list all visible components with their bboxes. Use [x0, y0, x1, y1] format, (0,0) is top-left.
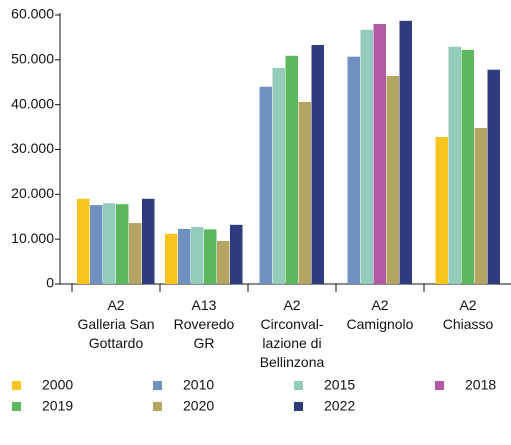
x-tick-label: A2 Chiasso [442, 297, 494, 332]
bar [311, 45, 324, 285]
y-tick-label: 20.000 [11, 185, 54, 201]
x-tick-label: A13 Roveredo GR [173, 297, 235, 351]
bar [259, 86, 272, 284]
bar [448, 46, 461, 284]
bar [487, 69, 500, 285]
bar [298, 101, 311, 284]
bar [204, 229, 217, 284]
bar [360, 29, 373, 285]
legend-label: 2015 [324, 377, 355, 393]
bar [178, 228, 191, 284]
y-tick-label: 60.000 [11, 6, 54, 22]
bar [461, 49, 474, 284]
bar [142, 198, 155, 284]
bar [399, 20, 412, 284]
legend-label: 2020 [183, 398, 214, 414]
legend-swatch [12, 402, 21, 411]
bar [77, 198, 90, 284]
bar [129, 223, 142, 284]
x-tick-label: A2 Camignolo [346, 297, 414, 332]
x-tick-label: A2 Galleria San Gottardo [77, 297, 155, 351]
y-tick-label: 50.000 [11, 51, 54, 67]
bar [103, 203, 116, 284]
y-tick-label: 30.000 [11, 140, 54, 156]
legend-swatch [12, 381, 21, 390]
bar [435, 136, 448, 284]
legend-label: 2019 [42, 398, 73, 414]
bar [217, 240, 230, 284]
bar [285, 55, 298, 284]
legend-swatch [435, 381, 444, 390]
legend-label: 2010 [183, 377, 214, 393]
legend-swatch [153, 381, 162, 390]
bar [373, 23, 386, 284]
x-tick-label: A2 Circonval- lazione di Bellinzona [259, 297, 325, 370]
bar [474, 127, 487, 284]
bar [347, 56, 360, 284]
bar [191, 227, 204, 284]
y-tick-label: 0 [46, 275, 54, 291]
bar [165, 233, 178, 284]
legend-label: 2000 [42, 377, 73, 393]
y-tick-label: 40.000 [11, 95, 54, 111]
y-tick-label: 10.000 [11, 230, 54, 246]
bar [386, 75, 399, 285]
legend-swatch [294, 381, 303, 390]
legend-swatch [153, 402, 162, 411]
bar [90, 205, 103, 284]
bar [272, 67, 285, 284]
bar [230, 224, 243, 284]
legend-label: 2018 [465, 377, 496, 393]
legend-label: 2022 [324, 398, 355, 414]
bar [116, 204, 129, 284]
legend-swatch [294, 402, 303, 411]
